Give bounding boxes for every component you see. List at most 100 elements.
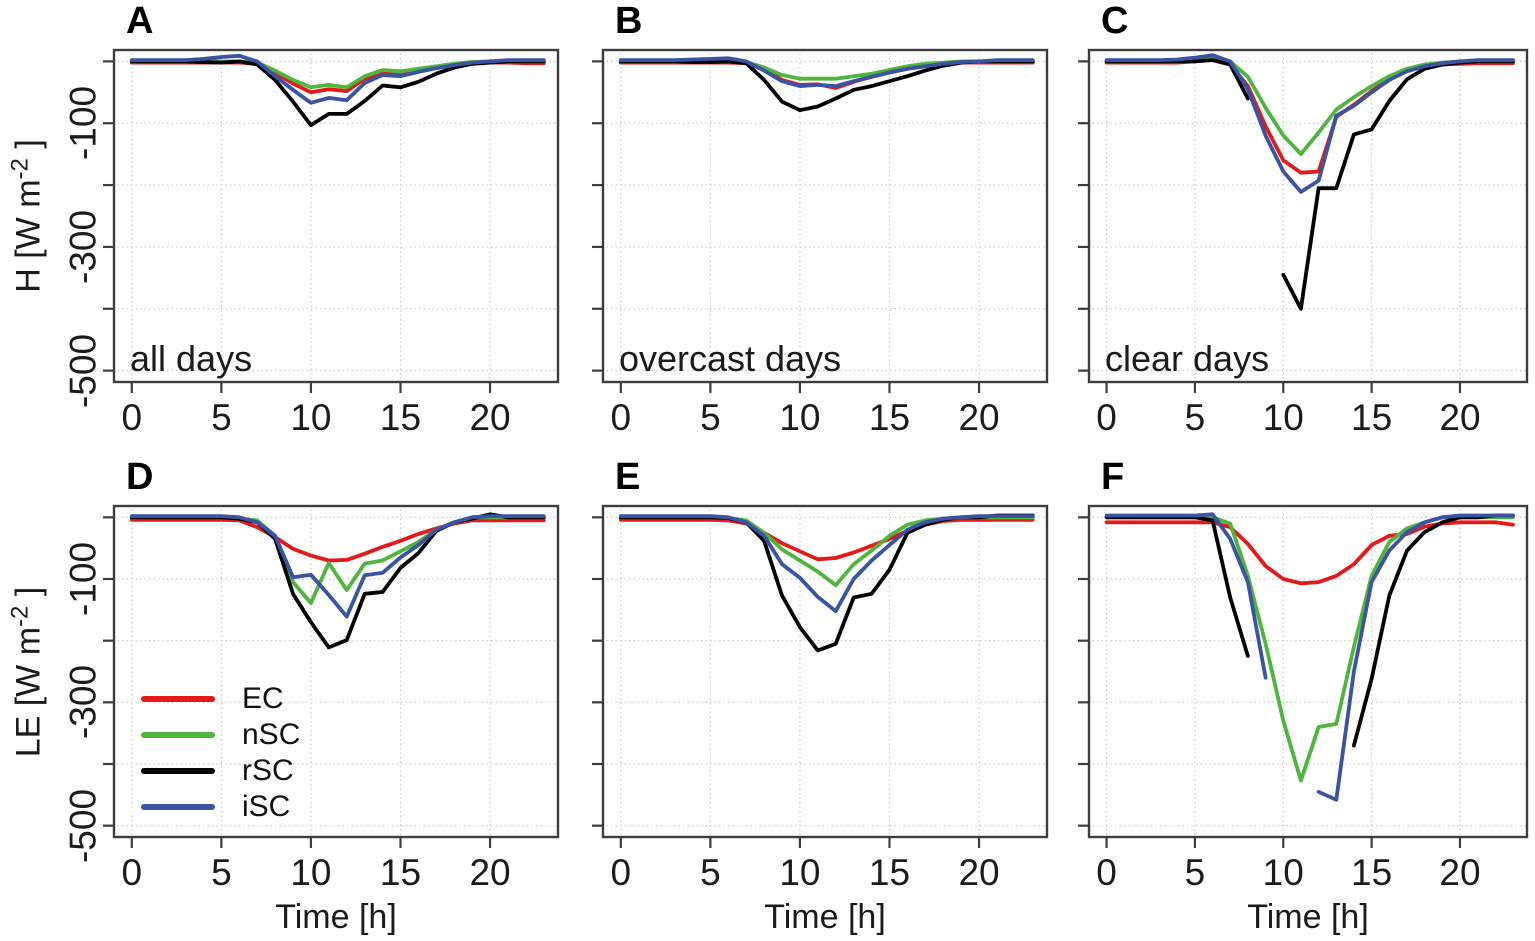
x-axis-title-D: Time [h] [275,898,397,936]
x-tick-label: 15 [379,397,422,438]
series-EC-panel-D [129,517,546,563]
y-tick-label: -100 [62,541,104,617]
plot-D [103,504,560,848]
series-nSC-panel-F [1104,515,1515,783]
x-tick-label: 0 [1096,397,1117,438]
panel-D [103,504,560,848]
y-axis-title-LE-sup: -2 [6,605,34,627]
y-axis-title-H-suffix: ] [9,139,48,159]
series-rSC-panel-D [129,512,546,650]
series-rSC-panel-A [129,59,546,127]
x-tick-label: 20 [958,397,1000,438]
x-tick-label: 10 [1262,852,1304,893]
x-tick-label: 20 [469,397,511,438]
series-EC-panel-E [618,517,1035,562]
legend-line-iSC-icon [141,804,215,810]
x-tick-label: 20 [1439,397,1481,438]
x-tick-label: 10 [290,397,332,438]
y-tick-label: -500 [62,333,104,408]
x-tick-label: 20 [1439,852,1481,893]
legend: EC nSC rSC iSC [141,681,300,825]
series-iSC-panel-E [618,514,1035,613]
x-tick-label: 15 [379,852,422,893]
x-tick-label: 5 [1184,852,1206,893]
x-tick-label: 5 [1184,397,1206,438]
plot-E [592,504,1049,848]
series-rSC-panel-F [1104,513,1515,748]
x-tick-label: 15 [868,852,911,893]
series-rSC-panel-E [618,513,1035,653]
x-tick-label: 0 [610,852,632,893]
x-tick-label: 20 [958,852,1000,893]
panel-letter-C: C [1101,0,1129,42]
panel-C [1078,48,1529,393]
series-iSC-panel-B [618,56,1035,88]
x-tick-label: 0 [121,397,143,438]
series-nSC-panel-A [129,59,546,90]
series-iSC-panel-D [129,514,546,619]
legend-label-nSC: nSC [242,718,301,751]
legend-item-nSC: nSC [141,717,300,753]
y-axis-title-LE-text: LE [W m [9,626,48,757]
y-axis-title-LE-suffix: ] [9,586,48,606]
panel-letter-E: E [615,456,641,498]
x-tick-label: 10 [779,397,821,438]
series-nSC-panel-E [618,515,1035,588]
x-tick-label: 5 [211,852,232,893]
annotation-B: overcast days [619,338,842,379]
legend-line-EC-icon [141,696,215,702]
panel-E [592,504,1049,848]
plot-F [1078,504,1529,848]
legend-item-rSC: rSC [141,753,300,789]
x-tick-label: 10 [779,852,821,893]
x-tick-label: 15 [868,397,911,438]
series-nSC-panel-C [1104,56,1515,156]
legend-line-nSC-icon [141,732,215,738]
panel-letter-D: D [126,456,154,498]
x-tick-label: 10 [1262,397,1304,438]
legend-label-rSC: rSC [242,754,294,787]
series-EC-panel-F [1104,520,1515,586]
legend-line-rSC-icon [141,768,215,774]
x-tick-label: 5 [700,852,721,893]
y-tick-label: -500 [62,788,104,863]
legend-label-iSC: iSC [242,790,291,823]
x-axis-title-F: Time [h] [1247,898,1369,936]
x-tick-label: 0 [1096,852,1117,893]
y-axis-title-H: H [W m-2 ] [6,139,48,293]
panel-A [103,48,560,393]
panel-F [1078,504,1529,848]
series-iSC-panel-F [1104,512,1515,802]
x-tick-label: 5 [211,397,232,438]
plot-A [103,48,560,393]
panel-letter-B: B [615,0,643,42]
plot-C [1078,48,1529,393]
annotation-C: clear days [1105,338,1270,379]
x-axis-title-E: Time [h] [764,898,886,936]
y-tick-label: -300 [62,209,104,284]
panel-letter-F: F [1101,456,1125,498]
legend-label-EC: EC [242,682,284,715]
x-tick-label: 0 [610,397,632,438]
x-tick-label: 0 [121,852,143,893]
legend-item-iSC: iSC [141,789,300,825]
x-tick-label: 10 [290,852,332,893]
y-tick-label: -100 [62,86,104,161]
panel-B [592,48,1049,393]
x-tick-label: 15 [1351,852,1393,893]
series-EC-panel-C [1104,57,1515,175]
x-tick-label: 5 [700,397,721,438]
series-iSC-panel-C [1104,53,1515,194]
x-tick-label: 15 [1351,397,1393,438]
x-tick-label: 20 [469,852,511,893]
plot-B [592,48,1049,393]
y-tick-label: -300 [62,665,104,740]
y-axis-title-H-text: H [W m [9,179,48,293]
panel-letter-A: A [126,0,154,42]
series-iSC-panel-A [129,53,546,105]
y-axis-title-H-sup: -2 [6,158,34,180]
y-axis-title-LE: LE [W m-2 ] [6,586,48,757]
annotation-A: all days [130,338,253,379]
legend-item-EC: EC [141,681,300,717]
